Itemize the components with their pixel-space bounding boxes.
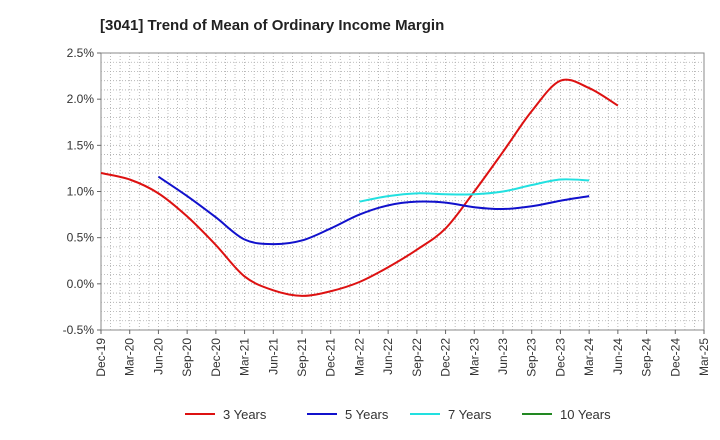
x-tick-label: Jun-21 [266,338,280,375]
y-tick-label: 2.0% [67,92,95,106]
x-tick-label: Mar-22 [352,338,366,376]
x-tick-label: Jun-23 [496,338,510,375]
x-tick-label: Jun-20 [151,338,165,375]
y-tick-label: 2.5% [67,46,95,60]
x-axis: Dec-19 Mar-20 Jun-20 Sep-20 Dec-20 Mar-21 Jun-… [94,330,711,377]
x-tick-label: Sep-22 [410,338,424,377]
x-tick-label: Mar-24 [582,338,596,376]
x-tick-label: Mar-20 [123,338,137,376]
x-tick-label: Sep-20 [180,338,194,377]
series-lines [100,78,619,297]
x-tick-label: Dec-23 [553,338,567,377]
x-tick-label: Mar-25 [697,338,711,376]
y-tick-label: 1.0% [67,185,95,199]
x-tick-label: Mar-21 [238,338,252,376]
plot-area [100,52,705,331]
legend-label: 5 Years [345,407,389,422]
legend-label: 10 Years [560,407,611,422]
x-tick-label: Jun-24 [611,338,625,375]
x-tick-label: Dec-20 [209,338,223,377]
x-tick-label: Sep-23 [525,338,539,377]
x-tick-label: Dec-19 [94,338,108,377]
x-tick-label: Dec-21 [324,338,338,377]
x-tick-label: Sep-24 [640,338,654,377]
series-line-5-years [157,175,590,246]
x-tick-label: Sep-21 [295,338,309,377]
legend-label: 3 Years [223,407,267,422]
legend-label: 7 Years [448,407,492,422]
y-tick-label: 0.5% [67,231,95,245]
y-tick-label: 0.0% [67,277,95,291]
y-tick-label: 1.5% [67,138,95,152]
chart-title: [3041] Trend of Mean of Ordinary Income … [100,17,444,34]
x-tick-label: Mar-23 [467,338,481,376]
series-line-7-years [359,178,590,203]
x-tick-label: Jun-22 [381,338,395,375]
y-tick-label: -0.5% [63,323,95,337]
grid [101,53,704,330]
series-line-3-years [100,78,619,297]
y-axis: -0.5% 0.0% 0.5% 1.0% 1.5% 2.0% 2.5% [63,46,101,337]
x-tick-label: Dec-22 [439,338,453,377]
x-tick-label: Dec-24 [668,338,682,377]
legend: 3 Years 5 Years 7 Years 10 Years [185,407,611,422]
